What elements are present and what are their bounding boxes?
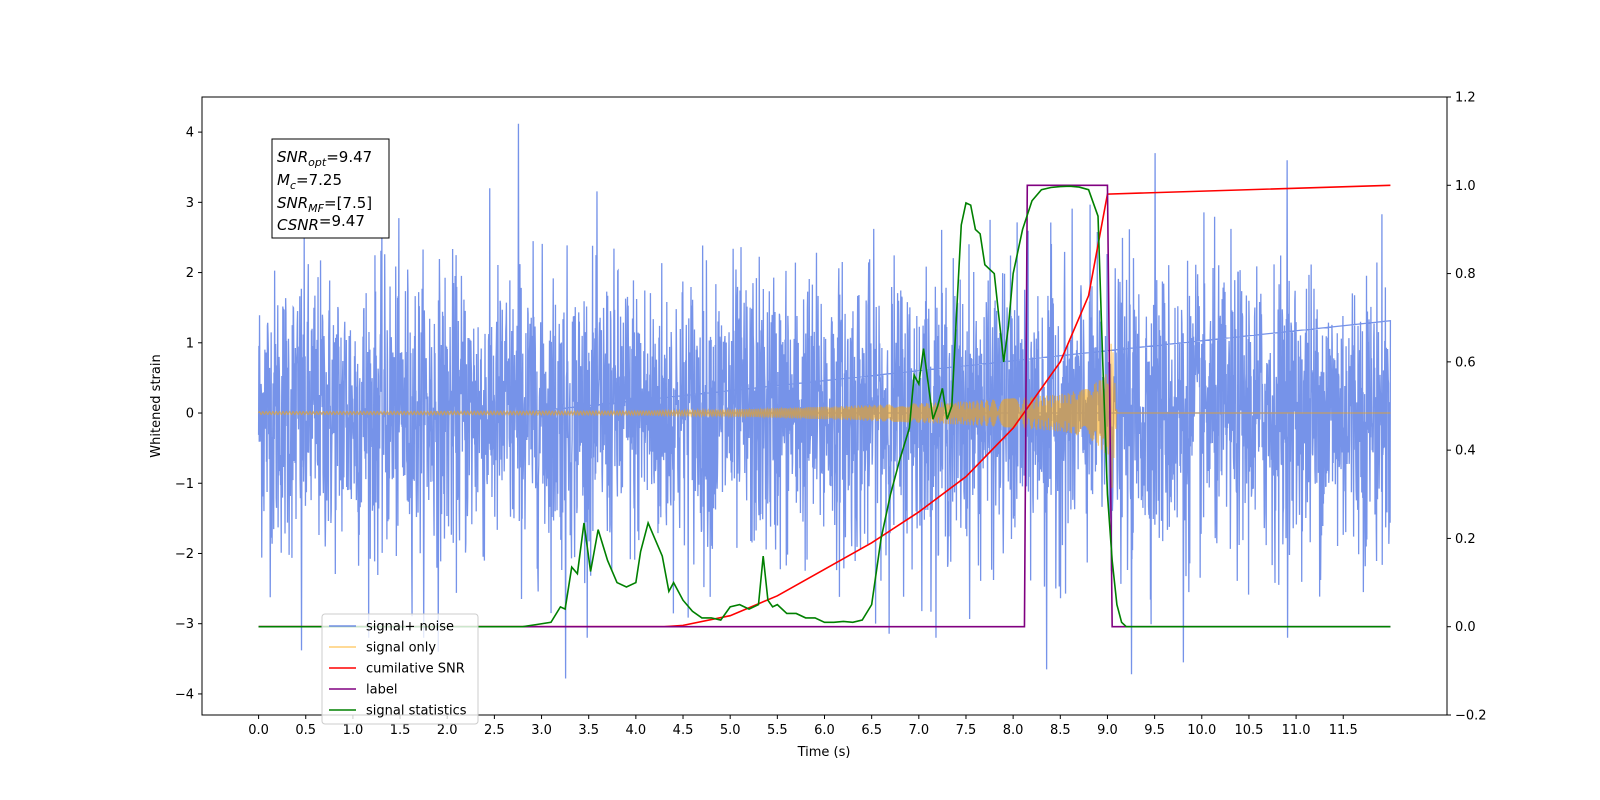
x-tick-label: 9.0 <box>1097 723 1118 738</box>
y-left-axis-ticks: −4 −3 −2 −1 0 1 2 3 4 <box>175 126 202 702</box>
x-tick-label: 5.5 <box>767 723 788 738</box>
info-symbol: SNR <box>277 148 308 166</box>
x-tick-label: 8.0 <box>1003 723 1024 738</box>
x-tick-label: 9.5 <box>1144 723 1165 738</box>
info-box-frame <box>271 138 390 239</box>
x-tick-label: 8.5 <box>1050 723 1071 738</box>
legend-label: signal only <box>366 641 436 656</box>
signal-only-line <box>258 343 1391 488</box>
legend: signal+ noise signal only cumilative SNR la… <box>321 613 479 725</box>
x-tick-label: 2.0 <box>437 723 458 738</box>
x-axis-label: Time (s) <box>797 745 851 760</box>
chirp-mass-text: Mc=7.25 <box>277 171 342 192</box>
x-tick-label: 0.0 <box>248 723 269 738</box>
x-tick-label: 6.0 <box>814 723 835 738</box>
legend-label: signal statistics <box>366 704 467 719</box>
snr-opt-text: SNRopt=9.47 <box>277 148 372 169</box>
y-right-tick-label: 1.0 <box>1455 179 1476 194</box>
x-tick-label: 11.0 <box>1282 723 1311 738</box>
y-right-tick-label: 0.0 <box>1455 620 1476 635</box>
info-symbol: CSNR <box>277 216 319 234</box>
legend-frame <box>321 613 479 725</box>
x-tick-label: 1.5 <box>390 723 411 738</box>
y-right-tick-label: −0.2 <box>1455 709 1487 724</box>
series-signal-only <box>258 343 1391 488</box>
info-subscript: MF <box>308 202 324 215</box>
y-left-tick-label: −1 <box>175 477 194 492</box>
x-tick-label: 4.5 <box>673 723 694 738</box>
legend-label: label <box>366 683 397 698</box>
x-tick-label: 2.5 <box>484 723 505 738</box>
signal-plus-noise-line <box>257 123 1392 679</box>
y-right-tick-label: 0.2 <box>1455 532 1476 547</box>
cumulative-snr-line <box>258 184 1391 628</box>
series-signal-statistics <box>258 185 1391 628</box>
snr-mf-text: SNRMF=[7.5] <box>277 194 372 215</box>
info-value: =[7.5] <box>324 194 372 212</box>
x-tick-label: 10.5 <box>1234 723 1263 738</box>
x-tick-label: 6.5 <box>861 723 882 738</box>
info-box: SNRopt=9.47 Mc=7.25 SNRMF=[7.5] CSNR=9.4… <box>271 138 390 239</box>
y-right-tick-label: 1.2 <box>1455 91 1476 106</box>
y-left-tick-label: 3 <box>186 196 194 211</box>
y-left-tick-label: 1 <box>186 336 194 351</box>
x-axis-ticks: 0.0 0.5 1.0 1.5 2.0 2.5 3.0 3.5 4.0 4.5 5.0 5.5 6.0 6… <box>248 715 1358 738</box>
legend-items: signal+ noise signal only cumilative SNR la… <box>329 620 467 719</box>
x-tick-label: 5.0 <box>720 723 741 738</box>
series-cumulative-snr <box>258 184 1391 628</box>
legend-label: cumilative SNR <box>366 662 465 677</box>
info-value: =9.47 <box>319 212 365 230</box>
info-symbol: SNR <box>277 194 308 212</box>
legend-label: signal+ noise <box>366 620 454 635</box>
x-tick-label: 1.0 <box>343 723 364 738</box>
y-left-tick-label: 0 <box>186 407 194 422</box>
info-value: =9.47 <box>326 148 372 166</box>
y-right-tick-label: 0.4 <box>1455 444 1476 459</box>
series-signal-plus-noise <box>257 123 1392 679</box>
signal-statistics-line <box>258 185 1391 628</box>
csnr-text: CSNR=9.47 <box>277 212 365 234</box>
y-left-tick-label: 4 <box>186 126 194 141</box>
y-left-tick-label: −4 <box>175 687 194 702</box>
info-subscript: c <box>290 179 296 192</box>
x-tick-label: 0.5 <box>295 723 316 738</box>
x-tick-label: 7.5 <box>956 723 977 738</box>
x-tick-label: 4.0 <box>626 723 647 738</box>
info-value: =7.25 <box>296 171 342 189</box>
y-axis-label: Whitened strain <box>149 354 164 457</box>
y-right-tick-label: 0.8 <box>1455 267 1476 282</box>
y-right-axis-ticks: −0.2 0.0 0.2 0.4 0.6 0.8 1.0 1.2 <box>1447 91 1487 724</box>
info-symbol: M <box>277 171 290 189</box>
x-tick-label: 11.5 <box>1329 723 1358 738</box>
x-tick-label: 10.0 <box>1187 723 1216 738</box>
x-tick-label: 3.0 <box>531 723 552 738</box>
y-left-tick-label: 2 <box>186 266 194 281</box>
y-left-tick-label: −2 <box>175 547 194 562</box>
info-subscript: opt <box>308 156 327 169</box>
x-tick-label: 3.5 <box>578 723 599 738</box>
y-right-tick-label: 0.6 <box>1455 355 1476 370</box>
y-left-tick-label: −3 <box>175 617 194 632</box>
x-tick-label: 7.0 <box>908 723 929 738</box>
